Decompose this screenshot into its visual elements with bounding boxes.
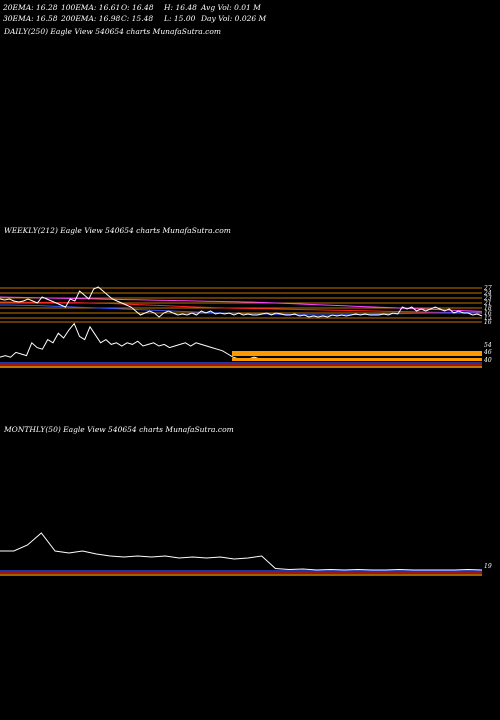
low-label: L: 15.00 (164, 14, 196, 23)
volume-level-band (232, 358, 482, 361)
price-level-label: 24 (483, 290, 492, 297)
monthly-level-label: 19 (484, 563, 492, 570)
price-level-label: 27 (483, 285, 492, 292)
ema20-label: 20EMA: 16.28 (3, 3, 58, 12)
ema-pink-line (0, 296, 483, 312)
price-level-label: 15 (484, 315, 492, 322)
ema30-label: 30EMA: 16.58 (3, 14, 58, 23)
price-level-label: 16 (484, 310, 492, 317)
price-level-label: 16 (484, 319, 492, 326)
price-level-label: 21 (483, 300, 492, 307)
daily-panel-label: DAILY(250) Eagle View 540654 charts Muna… (4, 27, 221, 36)
weekly-price-line (0, 286, 483, 318)
volume-level-label: 54 (484, 342, 492, 349)
open-label: O: 16.48 (121, 3, 154, 12)
ema-red-line (0, 301, 483, 314)
ema100-label: 100EMA: 16.61 (61, 3, 121, 12)
volume-level-label: 40 (483, 357, 492, 364)
avg-vol-label: Avg Vol: 0.01 M (201, 3, 261, 12)
price-level-label: 18 (484, 305, 492, 312)
price-level-label: 23 (483, 295, 492, 302)
close-label: C: 15.48 (121, 14, 154, 23)
monthly-panel-label: MONTHLY(50) Eagle View 540654 charts Mun… (4, 425, 234, 434)
volume-level-band (232, 351, 482, 356)
high-label: H: 16.48 (164, 3, 197, 12)
day-vol-label: Day Vol: 0.026 M (201, 14, 267, 23)
monthly-volume-line (0, 532, 483, 571)
volume-level-label: 46 (483, 349, 492, 356)
ema200-label: 200EMA: 16.98 (61, 14, 121, 23)
weekly-panel-label: WEEKLY(212) Eagle View 540654 charts Mun… (4, 226, 231, 235)
